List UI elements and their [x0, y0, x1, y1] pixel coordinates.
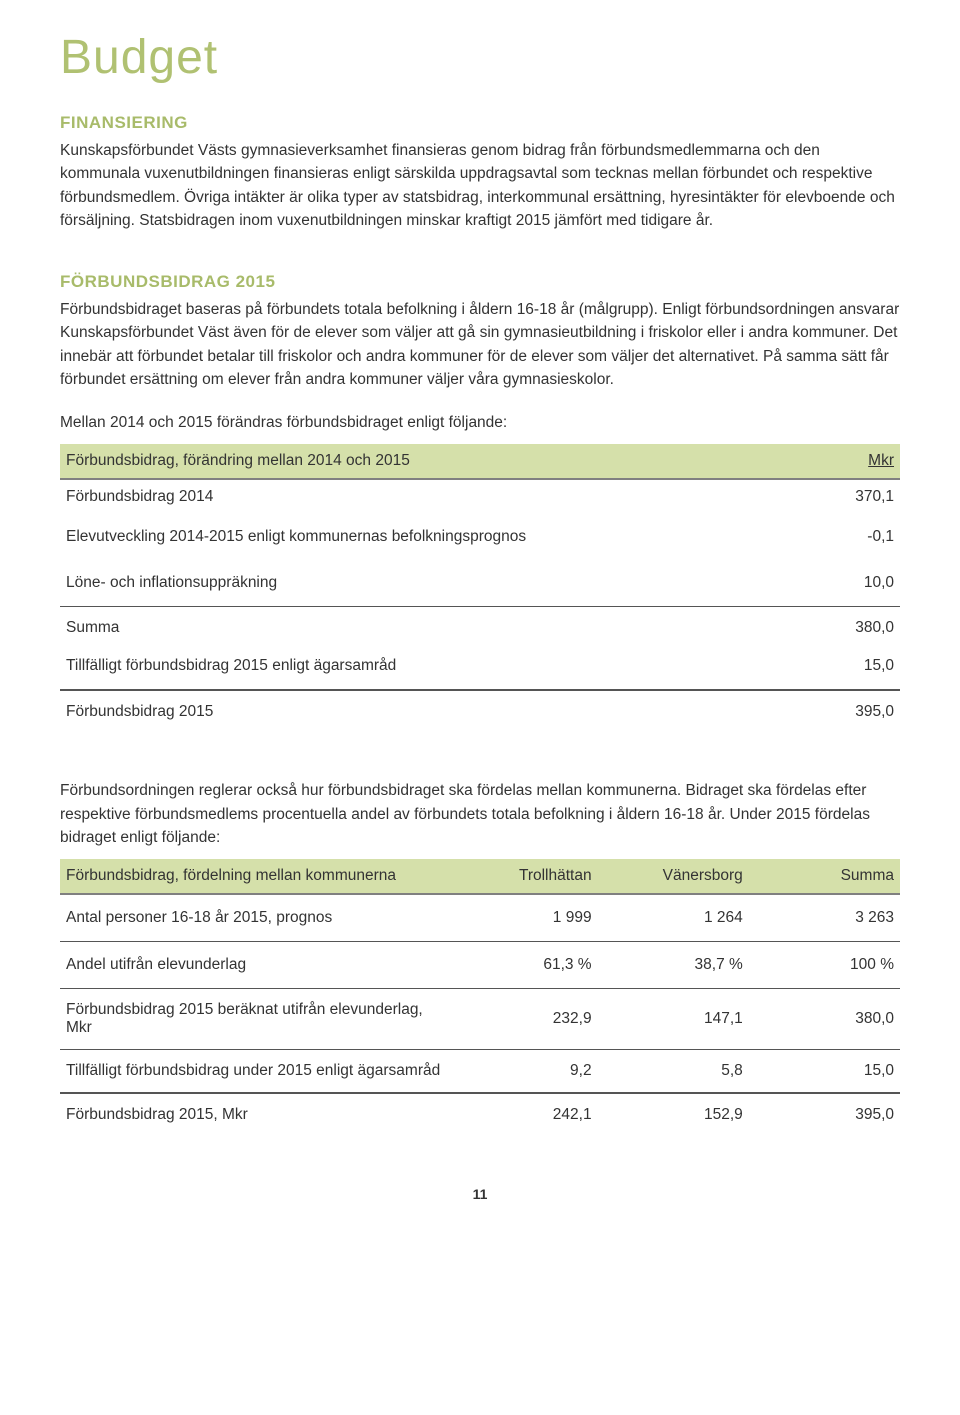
cell-value: 3 263 [749, 894, 900, 942]
cell-label: Antal personer 16-18 år 2015, prognos [60, 894, 446, 942]
table-row: Tillfälligt förbundsbidrag under 2015 en… [60, 1050, 900, 1094]
cell-value: 1 264 [598, 894, 749, 942]
cell-label: Elevutveckling 2014-2015 enligt kommuner… [60, 514, 818, 560]
table-row: Förbundsbidrag 2014 370,1 [60, 479, 900, 514]
table-row: Andel utifrån elevunderlag 61,3 % 38,7 %… [60, 942, 900, 989]
section3-body: Förbundsordningen reglerar också hur för… [60, 779, 900, 849]
table1-header-unit: Mkr [818, 444, 900, 479]
table2-col1: Trollhättan [446, 859, 597, 894]
cell-label: Förbundsbidrag 2015 [60, 690, 818, 733]
cell-value: 15,0 [749, 1050, 900, 1094]
cell-value: 5,8 [598, 1050, 749, 1094]
table-row: Antal personer 16-18 år 2015, prognos 1 … [60, 894, 900, 942]
cell-value: 1 999 [446, 894, 597, 942]
table-row: Summa 380,0 [60, 607, 900, 650]
table2-col2: Vänersborg [598, 859, 749, 894]
table1-lead: Mellan 2014 och 2015 förändras förbundsb… [60, 411, 900, 434]
cell-value: 9,2 [446, 1050, 597, 1094]
cell-label: Löne- och inflationsuppräkning [60, 560, 818, 607]
table-row: Förbundsbidrag 2015 395,0 [60, 690, 900, 733]
cell-label: Tillfälligt förbundsbidrag under 2015 en… [60, 1050, 446, 1094]
cell-label: Summa [60, 607, 818, 650]
table-change: Förbundsbidrag, förändring mellan 2014 o… [60, 444, 900, 733]
table-row: Tillfälligt förbundsbidrag 2015 enligt ä… [60, 649, 900, 690]
cell-value: -0,1 [818, 514, 900, 560]
section-heading-finansiering: FINANSIERING [60, 113, 900, 133]
cell-label: Förbundsbidrag 2015, Mkr [60, 1093, 446, 1136]
table2-header-label: Förbundsbidrag, fördelning mellan kommun… [60, 859, 446, 894]
cell-value: 395,0 [818, 690, 900, 733]
cell-value: 395,0 [749, 1093, 900, 1136]
cell-value: 61,3 % [446, 942, 597, 989]
cell-label: Förbundsbidrag 2014 [60, 479, 818, 514]
page-title: Budget [60, 30, 900, 85]
cell-value: 100 % [749, 942, 900, 989]
cell-label: Tillfälligt förbundsbidrag 2015 enligt ä… [60, 649, 818, 690]
cell-value: 232,9 [446, 989, 597, 1050]
cell-value: 10,0 [818, 560, 900, 607]
table-row: Elevutveckling 2014-2015 enligt kommuner… [60, 514, 900, 560]
cell-value: 380,0 [749, 989, 900, 1050]
section-heading-forbundsbidrag: FÖRBUNDSBIDRAG 2015 [60, 272, 900, 292]
table-row: Förbundsbidrag 2015, Mkr 242,1 152,9 395… [60, 1093, 900, 1136]
section-body-forbundsbidrag: Förbundsbidraget baseras på förbundets t… [60, 298, 900, 391]
cell-label: Förbundsbidrag 2015 beräknat utifrån ele… [60, 989, 446, 1050]
table1-header-label: Förbundsbidrag, förändring mellan 2014 o… [60, 444, 818, 479]
table-distribution: Förbundsbidrag, fördelning mellan kommun… [60, 859, 900, 1136]
cell-value: 370,1 [818, 479, 900, 514]
table2-col3: Summa [749, 859, 900, 894]
cell-value: 38,7 % [598, 942, 749, 989]
cell-value: 380,0 [818, 607, 900, 650]
table-row: Löne- och inflationsuppräkning 10,0 [60, 560, 900, 607]
table-row: Förbundsbidrag 2015 beräknat utifrån ele… [60, 989, 900, 1050]
page-number: 11 [60, 1186, 900, 1202]
cell-value: 152,9 [598, 1093, 749, 1136]
cell-value: 242,1 [446, 1093, 597, 1136]
cell-label: Andel utifrån elevunderlag [60, 942, 446, 989]
section-body-finansiering: Kunskapsförbundet Västs gymnasieverksamh… [60, 139, 900, 232]
cell-value: 147,1 [598, 989, 749, 1050]
cell-value: 15,0 [818, 649, 900, 690]
